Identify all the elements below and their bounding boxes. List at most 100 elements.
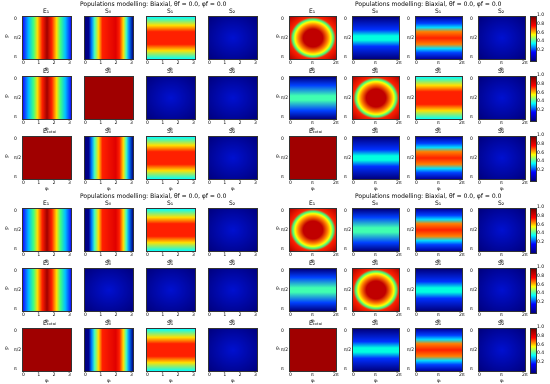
colorbar-tick-label: 0.4 [537,231,545,237]
x-axis-label: φᵢ [107,379,111,384]
colorbar-tick-label: 0.2 [537,108,545,114]
subplot-title: S₀ [105,68,112,75]
y-tick-label: 0 [281,329,284,334]
x-tick-label: 2 [176,313,180,318]
colorbar-tick-label: 1.0 [537,133,545,138]
heatmap [84,268,134,312]
colorbar-tick-label: 0.2 [537,240,545,246]
subplot-title: S₂ [229,320,236,327]
x-tick-label: 1 [37,181,41,186]
heatmap [208,328,258,372]
heatmap [415,328,463,372]
y-tick-label: 0 [281,17,284,22]
y-tick-label: π/2 [14,348,22,353]
heatmap [415,76,463,120]
x-tick-label: 2π [522,253,528,258]
colorbar-tick-label: 0.8 [537,21,545,27]
x-tick-label: 3 [254,181,257,186]
x-tick-label: 2π [333,373,339,378]
subplot-title: Eₜₒₜₐₗ [309,128,323,135]
y-tick-label: π [407,307,410,312]
heatmap [208,16,258,60]
x-tick-label: π [311,373,314,378]
y-tick-label: 0 [344,329,347,334]
x-tick-label: π [374,181,377,186]
x-axis-label: φᵢ [169,187,173,192]
x-tick-label: 2π [396,61,402,66]
x-tick-label: 2π [333,181,339,186]
x-tick-label: 0 [352,253,355,258]
y-tick-label: π [470,175,473,180]
heatmap [478,136,526,180]
x-tick-label: 2π [459,313,465,318]
x-axis-label: φᵢ [500,319,504,324]
y-tick-label: π/2 [407,36,415,41]
x-tick-label: π [437,373,440,378]
x-tick-label: 1 [37,313,41,318]
heatmap [208,268,258,312]
x-tick-label: 1 [37,61,41,66]
x-axis-label: φᵢ [500,259,504,264]
subplot-title: S₁ [435,320,442,327]
x-axis-label: φᵢ [374,319,378,324]
x-tick-label: 0 [146,373,149,378]
colorbar-tick-label: 0.6 [537,30,545,36]
x-tick-label: 2π [396,181,402,186]
x-axis-label: φᵢ [374,127,378,132]
x-tick-label: 0 [415,313,418,318]
y-tick-label: π/2 [470,36,478,41]
x-tick-label: 3 [130,253,133,258]
heatmap [478,328,526,372]
x-axis-label: φᵢ [311,259,315,264]
y-tick-label: π [281,307,284,312]
subplot-title: S₀ [372,260,379,267]
subplot-title: S₁ [167,8,174,15]
y-tick-label: 0 [407,77,410,82]
y-tick-label: 0 [14,17,17,22]
x-tick-label: 2π [522,61,528,66]
x-tick-label: 0 [478,253,481,258]
y-tick-label: π/2 [407,96,415,101]
x-axis-label: φᵢ [231,67,235,72]
y-tick-label: 0 [14,137,17,142]
subplot-title: S₂ [498,68,505,75]
colorbar-tick-label: 0.4 [537,39,545,45]
x-tick-label: π [500,61,503,66]
x-tick-label: 0 [415,121,418,126]
subplot-title: S₂ [229,200,236,207]
x-tick-label: π [311,121,314,126]
y-tick-label: 0 [281,209,284,214]
y-axis-label: θᵢ [276,155,280,160]
x-tick-label: 0 [415,253,418,258]
x-tick-label: 2π [333,121,339,126]
x-tick-label: 0 [208,61,211,66]
x-tick-label: 0 [289,313,292,318]
x-tick-label: 2π [333,61,339,66]
y-axis-label: θᵢ [5,287,9,292]
x-tick-label: 0 [352,373,355,378]
x-tick-label: 3 [130,313,133,318]
x-tick-label: 2 [52,61,56,66]
y-axis-label: θᵢ [5,35,9,40]
y-tick-label: π [470,307,473,312]
colorbar [530,328,537,374]
x-axis-label: φᵢ [45,379,49,384]
x-tick-label: π [437,181,440,186]
x-tick-label: 1 [223,373,227,378]
x-tick-label: π [311,181,314,186]
x-tick-label: 2π [333,313,339,318]
colorbar-tick-label: 0.2 [537,48,545,54]
x-tick-label: 3 [254,373,257,378]
heatmap [208,136,258,180]
panel-title: Populations modelling: Biaxial, θf = 0.0… [80,193,227,200]
subplot-title: S₀ [372,320,379,327]
heatmap [415,268,463,312]
y-axis-label: θᵢ [276,95,280,100]
colorbar-tick-label: 1.0 [537,325,545,330]
x-axis-label: φᵢ [311,127,315,132]
x-axis-label: φᵢ [231,379,235,384]
x-tick-label: 2π [522,313,528,318]
y-tick-label: 0 [407,137,410,142]
heatmap [415,136,463,180]
heatmap [478,268,526,312]
